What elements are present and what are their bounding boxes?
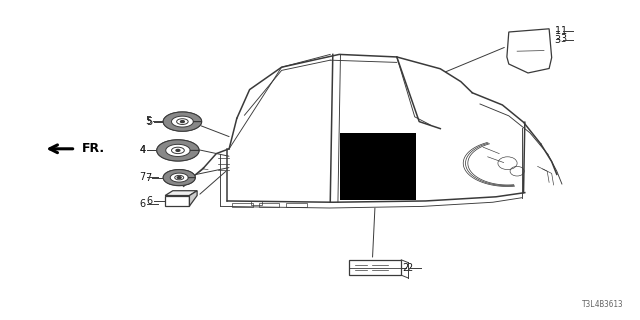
Circle shape <box>175 175 184 180</box>
Polygon shape <box>163 170 195 186</box>
Bar <box>251 201 262 205</box>
Bar <box>286 203 307 207</box>
Circle shape <box>177 119 188 124</box>
Circle shape <box>163 170 195 186</box>
Text: 3: 3 <box>561 34 567 44</box>
Text: 1: 1 <box>561 26 567 36</box>
Text: 7: 7 <box>139 172 145 182</box>
Bar <box>349 260 401 275</box>
Text: 5: 5 <box>145 116 151 126</box>
Circle shape <box>177 177 181 179</box>
Bar <box>340 133 416 200</box>
Bar <box>259 203 279 207</box>
Text: 5: 5 <box>146 116 152 127</box>
Text: 6: 6 <box>146 196 152 206</box>
Circle shape <box>176 149 180 151</box>
Text: FR.: FR. <box>82 142 105 155</box>
Text: 2: 2 <box>406 263 412 273</box>
Circle shape <box>172 147 184 154</box>
Text: 2: 2 <box>402 263 408 273</box>
Circle shape <box>157 140 199 161</box>
Bar <box>232 203 253 207</box>
Polygon shape <box>189 191 197 206</box>
Text: 4: 4 <box>139 145 145 155</box>
Text: 7: 7 <box>145 172 151 183</box>
Bar <box>165 196 189 206</box>
Text: 4: 4 <box>140 145 146 156</box>
Circle shape <box>180 121 184 123</box>
Polygon shape <box>165 191 197 196</box>
Text: 6: 6 <box>139 199 145 209</box>
Text: 3: 3 <box>554 35 561 45</box>
Text: 1: 1 <box>554 26 561 36</box>
Circle shape <box>163 112 202 131</box>
Polygon shape <box>163 112 202 131</box>
Polygon shape <box>157 140 199 161</box>
Text: T3L4B3613: T3L4B3613 <box>582 300 624 309</box>
Polygon shape <box>507 29 552 73</box>
